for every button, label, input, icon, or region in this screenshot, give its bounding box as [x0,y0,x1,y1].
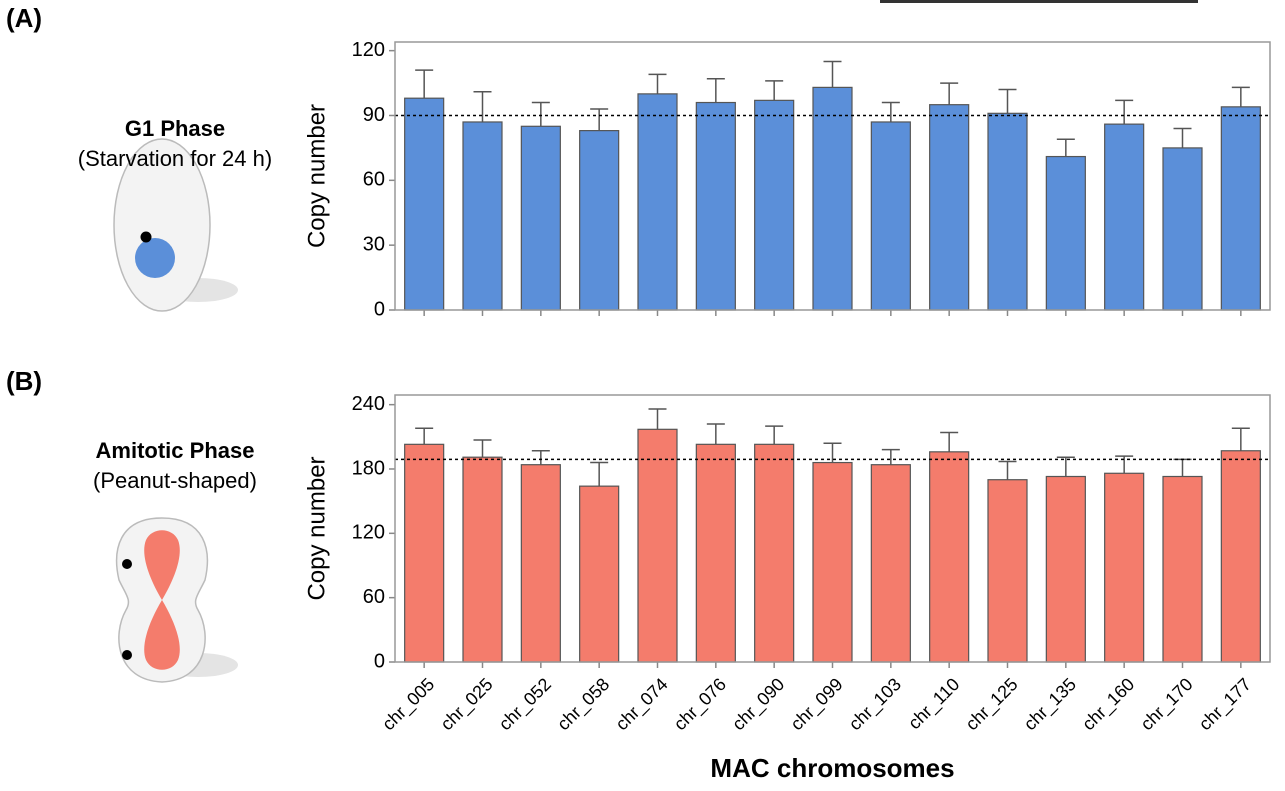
bar [870,464,911,663]
y-tick-label: 30 [363,233,385,255]
x-tick-label: chr_090 [728,674,789,735]
bar [520,464,561,663]
bar [579,485,620,663]
bar [870,121,911,311]
micronucleus [122,650,132,660]
bar [404,97,445,311]
y-tick-label: 240 [352,393,385,415]
bar [1104,123,1145,311]
plot-frame [394,41,1271,311]
bar [1220,450,1261,663]
y-tick-label: 60 [363,586,385,608]
bar [695,443,736,663]
y-axis-label: Copy number [303,104,330,248]
bar [987,479,1028,663]
bar [1162,475,1203,663]
micronucleus [140,231,152,243]
top-bar [880,0,1198,3]
x-tick-label: chr_005 [378,674,439,735]
macronucleus [135,238,175,278]
bar [579,130,620,311]
phase-title: G1 Phase [125,116,225,141]
y-tick-label: 0 [374,650,385,672]
x-tick-label: chr_170 [1137,674,1198,735]
plot-frame [394,394,1271,663]
bar [929,104,970,311]
x-tick-label: chr_160 [1078,674,1139,735]
bar [1162,147,1203,311]
x-tick-label: chr_103 [845,674,906,735]
bar [404,443,445,663]
panel-label: (A) [6,3,42,33]
y-tick-label: 90 [363,104,385,126]
x-tick-label: chr_177 [1195,674,1256,735]
bar [637,93,678,311]
phase-subtitle: (Peanut-shaped) [93,468,257,493]
x-tick-label: chr_110 [904,674,964,734]
x-tick-label: chr_099 [787,674,848,735]
y-tick-label: 180 [352,457,385,479]
micronucleus [122,559,132,569]
x-tick-label: chr_076 [670,674,731,735]
bar [695,101,736,311]
bar [637,428,678,663]
bar [1104,472,1145,663]
panel-label: (B) [6,366,42,396]
x-tick-label: chr_025 [437,674,498,735]
y-axis-label: Copy number [303,456,330,600]
bar [1045,155,1086,311]
bar [462,456,503,663]
bar [812,461,853,663]
y-tick-label: 60 [363,169,385,191]
bar [929,451,970,663]
dividing-macronucleus [144,530,180,670]
y-tick-label: 0 [374,298,385,320]
phase-title: Amitotic Phase [96,438,255,463]
bar [1220,106,1261,311]
bar [812,86,853,311]
bar [520,125,561,311]
x-tick-label: chr_058 [553,674,614,735]
x-axis-label: MAC chromosomes [710,753,954,783]
x-tick-label: chr_135 [1020,674,1081,735]
x-tick-label: chr_074 [612,674,673,735]
bar [754,99,795,311]
bar [754,443,795,663]
bar [462,121,503,311]
x-tick-label: chr_052 [495,674,556,735]
phase-subtitle: (Starvation for 24 h) [78,146,272,171]
x-tick-label: chr_125 [962,674,1023,735]
y-tick-label: 120 [352,39,385,61]
bar [987,112,1028,311]
bar [1045,475,1086,663]
y-tick-label: 120 [352,522,385,544]
